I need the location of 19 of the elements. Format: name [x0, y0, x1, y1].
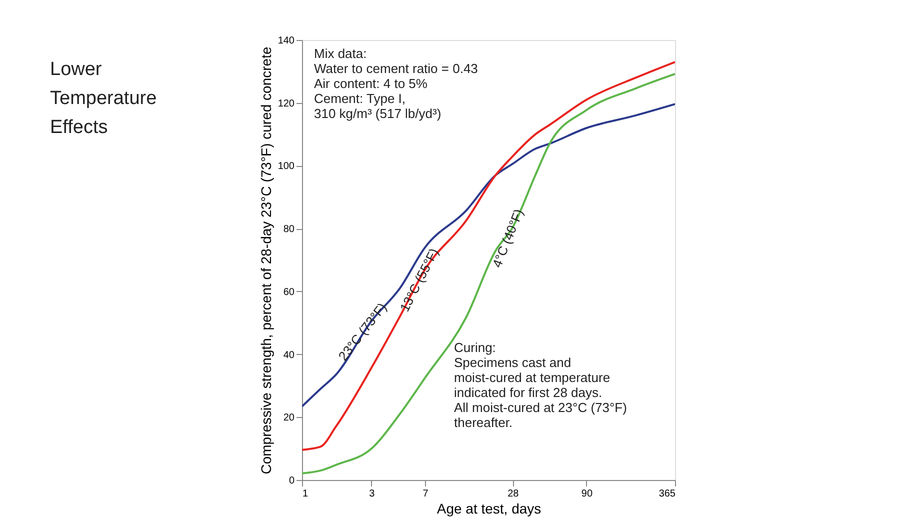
x-tick-label: 1 [302, 488, 308, 500]
x-tick-label: 7 [422, 488, 429, 500]
x-axis-title: Age at test, days [436, 500, 542, 516]
y-tick-label: 20 [283, 412, 295, 424]
y-tick-label: 80 [283, 224, 295, 236]
x-tick-label: 3 [369, 488, 376, 500]
x-tick-label: 90 [581, 488, 593, 500]
y-axis-title: Compressive strength, percent of 28-day 23°C (73°F) cured concrete [258, 46, 274, 474]
x-tick-label: 365 [658, 488, 676, 500]
y-tick-label: 120 [278, 98, 295, 110]
y-tick-label: 100 [278, 161, 295, 172]
y-tick-label: 60 [283, 286, 295, 298]
y-tick-label: 40 [283, 350, 295, 361]
annotation: Mix data: Water to cement ratio = 0.43 Air content: 4 to 5% Cement: Type I, 310 kg/m³ (517 lb/yd³) [314, 46, 478, 121]
text: Lower Temperature Effects [50, 59, 157, 138]
y-tick-label: 0 [288, 476, 295, 486]
annotation: Curing: Specimens cast and moist-cured at temperature indicated for first 28 days. All moist-cured at 23°C (73°F) thereafter. [454, 340, 627, 430]
x-tick-label: 28 [508, 488, 520, 500]
y-tick-label: 140 [278, 36, 295, 46]
